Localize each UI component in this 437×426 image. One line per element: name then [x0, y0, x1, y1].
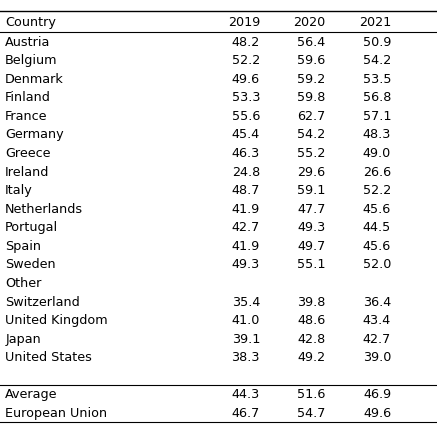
- Text: 52.2: 52.2: [232, 54, 260, 67]
- Text: 56.8: 56.8: [363, 91, 391, 104]
- Text: 2020: 2020: [293, 16, 326, 29]
- Text: 43.4: 43.4: [363, 314, 391, 326]
- Text: 49.3: 49.3: [297, 221, 326, 234]
- Text: Sweden: Sweden: [5, 258, 56, 271]
- Text: Average: Average: [5, 388, 58, 400]
- Text: 59.1: 59.1: [297, 184, 326, 197]
- Text: 53.5: 53.5: [363, 72, 391, 86]
- Text: 41.9: 41.9: [232, 202, 260, 215]
- Text: 46.9: 46.9: [363, 388, 391, 400]
- Text: 62.7: 62.7: [297, 109, 326, 123]
- Text: 36.4: 36.4: [363, 295, 391, 308]
- Text: 57.1: 57.1: [363, 109, 391, 123]
- Text: 46.3: 46.3: [232, 147, 260, 160]
- Text: 56.4: 56.4: [297, 36, 326, 49]
- Text: 41.0: 41.0: [232, 314, 260, 326]
- Text: Netherlands: Netherlands: [5, 202, 83, 215]
- Text: 45.6: 45.6: [363, 202, 391, 215]
- Text: 48.7: 48.7: [232, 184, 260, 197]
- Text: 39.8: 39.8: [297, 295, 326, 308]
- Text: 29.6: 29.6: [298, 165, 326, 178]
- Text: 2019: 2019: [228, 16, 260, 29]
- Text: Ireland: Ireland: [5, 165, 50, 178]
- Text: 49.0: 49.0: [363, 147, 391, 160]
- Text: 55.2: 55.2: [297, 147, 326, 160]
- Text: United States: United States: [5, 351, 92, 363]
- Text: Germany: Germany: [5, 128, 64, 141]
- Text: 44.3: 44.3: [232, 388, 260, 400]
- Text: Switzerland: Switzerland: [5, 295, 80, 308]
- Text: Belgium: Belgium: [5, 54, 58, 67]
- Text: 45.4: 45.4: [232, 128, 260, 141]
- Text: 44.5: 44.5: [363, 221, 391, 234]
- Text: 48.3: 48.3: [363, 128, 391, 141]
- Text: 41.9: 41.9: [232, 239, 260, 252]
- Text: 49.6: 49.6: [363, 406, 391, 419]
- Text: 55.6: 55.6: [232, 109, 260, 123]
- Text: 50.9: 50.9: [363, 36, 391, 49]
- Text: Other: Other: [5, 276, 42, 289]
- Text: 55.1: 55.1: [297, 258, 326, 271]
- Text: 54.2: 54.2: [363, 54, 391, 67]
- Text: Finland: Finland: [5, 91, 51, 104]
- Text: 59.2: 59.2: [297, 72, 326, 86]
- Text: 52.0: 52.0: [363, 258, 391, 271]
- Text: 2021: 2021: [359, 16, 391, 29]
- Text: Italy: Italy: [5, 184, 33, 197]
- Text: Country: Country: [5, 16, 56, 29]
- Text: 54.7: 54.7: [297, 406, 326, 419]
- Text: 54.2: 54.2: [297, 128, 326, 141]
- Text: 51.6: 51.6: [297, 388, 326, 400]
- Text: 42.7: 42.7: [232, 221, 260, 234]
- Text: Austria: Austria: [5, 36, 51, 49]
- Text: 24.8: 24.8: [232, 165, 260, 178]
- Text: 48.2: 48.2: [232, 36, 260, 49]
- Text: 42.7: 42.7: [363, 332, 391, 345]
- Text: 48.6: 48.6: [297, 314, 326, 326]
- Text: United Kingdom: United Kingdom: [5, 314, 108, 326]
- Text: 49.2: 49.2: [298, 351, 326, 363]
- Text: 59.8: 59.8: [297, 91, 326, 104]
- Text: Spain: Spain: [5, 239, 41, 252]
- Text: 35.4: 35.4: [232, 295, 260, 308]
- Text: European Union: European Union: [5, 406, 108, 419]
- Text: 49.7: 49.7: [297, 239, 326, 252]
- Text: 49.6: 49.6: [232, 72, 260, 86]
- Text: 53.3: 53.3: [232, 91, 260, 104]
- Text: Greece: Greece: [5, 147, 51, 160]
- Text: 46.7: 46.7: [232, 406, 260, 419]
- Text: 47.7: 47.7: [297, 202, 326, 215]
- Text: Denmark: Denmark: [5, 72, 64, 86]
- Text: 45.6: 45.6: [363, 239, 391, 252]
- Text: 59.6: 59.6: [297, 54, 326, 67]
- Text: Portugal: Portugal: [5, 221, 59, 234]
- Text: 42.8: 42.8: [297, 332, 326, 345]
- Text: 38.3: 38.3: [232, 351, 260, 363]
- Text: Japan: Japan: [5, 332, 41, 345]
- Text: 52.2: 52.2: [363, 184, 391, 197]
- Text: 49.3: 49.3: [232, 258, 260, 271]
- Text: 39.0: 39.0: [363, 351, 391, 363]
- Text: France: France: [5, 109, 48, 123]
- Text: 26.6: 26.6: [363, 165, 391, 178]
- Text: 39.1: 39.1: [232, 332, 260, 345]
